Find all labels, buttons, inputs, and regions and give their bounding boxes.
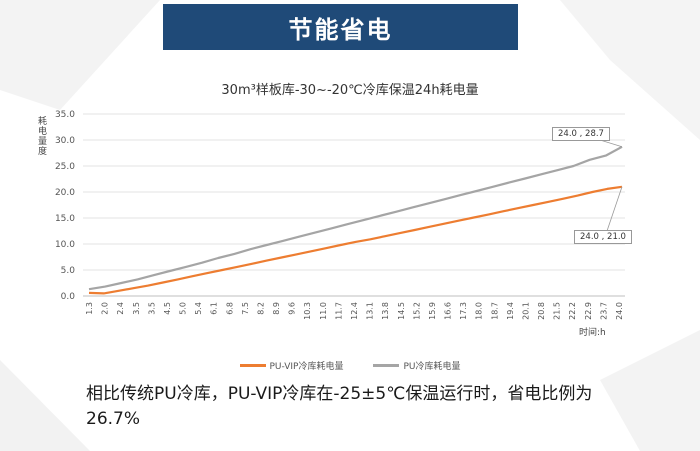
x-tick-label: 13.1 xyxy=(366,302,375,320)
y-tick-label: 25.0 xyxy=(55,162,75,172)
x-tick-label: 14.5 xyxy=(397,302,406,320)
x-tick-label: 13.8 xyxy=(381,302,390,320)
x-tick-label: 20.1 xyxy=(521,302,530,320)
chart-legend: PU-VIP冷库耗电量 PU冷库耗电量 xyxy=(0,359,700,372)
callout-pu-end: 24.0 , 28.7 xyxy=(552,127,610,141)
section-banner: 节能省电 xyxy=(163,4,518,50)
x-tick-label: 15.9 xyxy=(428,302,437,320)
banner-title: 节能省电 xyxy=(288,15,393,44)
x-axis-label: 时间:h xyxy=(579,328,606,338)
x-tick-label: 6.1 xyxy=(210,302,219,315)
callout-leader-pu xyxy=(552,139,623,148)
x-tick-label: 18.0 xyxy=(475,302,484,320)
x-tick-label: 2.4 xyxy=(116,302,125,315)
x-tick-label: 8.9 xyxy=(272,302,281,315)
legend-label-pu-vip: PU-VIP冷库耗电量 xyxy=(269,362,344,372)
chart-title: 30m³样板库-30~-20℃冷库保温24h耗电量 xyxy=(221,83,479,98)
x-tick-label: 11.7 xyxy=(334,302,343,320)
x-tick-label: 8.2 xyxy=(256,302,265,315)
x-tick-label: 16.6 xyxy=(444,302,453,320)
x-tick-label: 23.7 xyxy=(599,302,608,320)
summary-caption: 相比传统PU冷库，PU-VIP冷库在-25±5℃保温运行时，省电比例为26.7% xyxy=(86,384,593,429)
x-tick-label: 18.7 xyxy=(490,302,499,320)
legend-item-pu: PU冷库耗电量 xyxy=(373,359,461,372)
x-tick-label: 22.2 xyxy=(568,302,577,320)
x-tick-label: 3.5 xyxy=(147,302,156,315)
callout-leader-pu-vip xyxy=(606,186,623,232)
series-line-pu-vip xyxy=(88,185,623,295)
x-tick-label: 22.9 xyxy=(584,302,593,320)
legend-swatch-pu-vip xyxy=(239,364,266,367)
x-tick-label: 12.4 xyxy=(350,302,359,320)
y-tick-label: 30.0 xyxy=(55,136,75,146)
y-tick-label: 15.0 xyxy=(55,214,75,224)
series-line-pu xyxy=(88,145,623,291)
x-tick-label: 10.3 xyxy=(303,302,312,320)
x-tick-label: 15.2 xyxy=(412,302,421,320)
y-tick-label: 0.0 xyxy=(61,292,76,302)
legend-item-pu-vip: PU-VIP冷库耗电量 xyxy=(239,359,344,372)
x-tick-label: 9.6 xyxy=(288,302,297,315)
callout-pu-vip-end: 24.0 , 21.0 xyxy=(574,230,632,244)
x-tick-label: 2.0 xyxy=(101,302,110,315)
y-tick-label: 20.0 xyxy=(55,188,75,198)
legend-swatch-pu xyxy=(373,364,400,367)
y-tick-label: 35.0 xyxy=(55,110,75,120)
x-tick-label: 5.4 xyxy=(194,302,203,315)
y-axis-label: 耗电量度 xyxy=(38,117,48,157)
x-tick-label: 19.4 xyxy=(506,302,515,320)
x-tick-label: 7.5 xyxy=(241,302,250,315)
x-tick-label: 4.5 xyxy=(163,302,172,315)
y-tick-label: 5.0 xyxy=(61,266,76,276)
y-tick-label: 10.0 xyxy=(55,240,75,250)
x-tick-label: 11.0 xyxy=(319,302,328,320)
legend-label-pu: PU冷库耗电量 xyxy=(403,362,461,372)
x-tick-label: 1.3 xyxy=(85,302,94,315)
x-tick-label: 20.8 xyxy=(537,302,546,320)
x-tick-label: 3.5 xyxy=(132,302,141,315)
x-tick-label: 24.0 xyxy=(615,302,624,320)
x-tick-label: 5.0 xyxy=(179,302,188,315)
x-tick-label: 21.5 xyxy=(553,302,562,320)
x-tick-label: 17.3 xyxy=(459,302,468,320)
x-tick-label: 6.8 xyxy=(225,302,234,315)
